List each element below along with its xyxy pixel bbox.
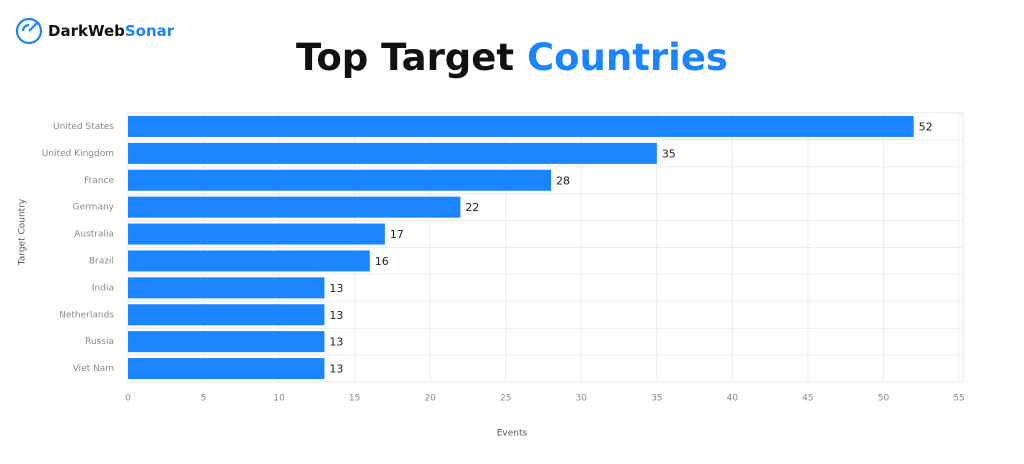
value-label: 13: [329, 309, 343, 322]
value-label: 17: [390, 228, 404, 241]
bar: [128, 169, 552, 191]
title-highlight: Countries: [527, 36, 728, 79]
bar: [128, 331, 325, 353]
x-tick-label: 40: [727, 394, 739, 404]
brand-text: DarkWeb: [48, 22, 125, 40]
bar: [128, 196, 461, 218]
y-axis-label: Target Country: [18, 198, 28, 266]
bar: [128, 304, 325, 326]
x-tick-label: 0: [125, 394, 131, 404]
bar: [128, 277, 325, 299]
x-tick-label: 15: [349, 394, 360, 404]
bar: [128, 358, 325, 380]
bar: [128, 142, 657, 164]
x-tick-label: 20: [424, 394, 436, 404]
x-tick-label: 55: [953, 394, 964, 404]
value-label: 13: [329, 363, 343, 376]
y-tick-label: United Kingdom: [42, 149, 114, 159]
y-tick-label: Russia: [85, 337, 114, 347]
value-label: 28: [556, 174, 570, 187]
brand: DarkWebSonar: [48, 22, 175, 40]
y-tick-label: Netherlands: [59, 310, 114, 320]
x-tick-label: 45: [802, 394, 813, 404]
value-label: 22: [465, 201, 479, 214]
x-tick-label: 50: [878, 394, 890, 404]
x-tick-label: 25: [500, 394, 511, 404]
y-tick-label: Viet Nam: [73, 364, 114, 374]
x-tick-label: 35: [651, 394, 662, 404]
y-tick-label: Germany: [73, 203, 115, 213]
y-tick-label: France: [84, 176, 114, 186]
x-tick-label: 30: [576, 394, 588, 404]
logo-icon: [15, 17, 43, 45]
bar: [128, 223, 385, 245]
value-label: 13: [329, 282, 343, 295]
x-tick-label: 5: [201, 394, 207, 404]
bar: [128, 115, 914, 137]
chart-title: Top Target Countries: [296, 36, 728, 79]
y-tick-label: Brazil: [89, 256, 114, 266]
y-tick-label: Australia: [74, 230, 114, 240]
title-text: Top Target: [296, 36, 514, 79]
x-tick-label: 10: [273, 394, 285, 404]
y-tick-label: India: [92, 283, 114, 293]
value-label: 52: [919, 120, 933, 133]
value-label: 13: [329, 336, 343, 349]
brand-highlight: Sonar: [125, 22, 175, 40]
value-label: 35: [662, 147, 676, 160]
value-label: 16: [375, 255, 389, 268]
y-tick-label: United States: [53, 122, 114, 132]
x-axis-label: Events: [497, 429, 528, 439]
bar: [128, 250, 370, 272]
